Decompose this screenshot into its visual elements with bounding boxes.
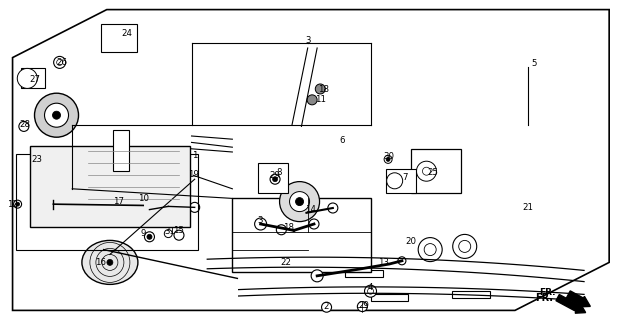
Circle shape bbox=[273, 177, 278, 182]
Text: FR.: FR. bbox=[534, 292, 553, 303]
Text: 18: 18 bbox=[318, 85, 329, 94]
Bar bbox=[345, 270, 383, 277]
Text: 20: 20 bbox=[406, 237, 417, 246]
Text: 23: 23 bbox=[31, 156, 42, 164]
Text: 10: 10 bbox=[138, 194, 149, 203]
Text: 2: 2 bbox=[324, 302, 329, 311]
Text: 16: 16 bbox=[95, 258, 106, 267]
Circle shape bbox=[453, 234, 477, 259]
Circle shape bbox=[147, 234, 152, 239]
FancyArrow shape bbox=[556, 294, 586, 313]
Text: 25: 25 bbox=[428, 168, 439, 177]
Circle shape bbox=[174, 230, 184, 240]
Text: 8: 8 bbox=[277, 168, 282, 177]
Bar bbox=[101, 24, 138, 52]
Circle shape bbox=[423, 167, 430, 175]
Circle shape bbox=[398, 257, 406, 265]
Polygon shape bbox=[13, 10, 609, 310]
Circle shape bbox=[416, 161, 436, 181]
Circle shape bbox=[19, 121, 29, 132]
Text: 13: 13 bbox=[377, 258, 389, 267]
Text: 1: 1 bbox=[192, 151, 197, 160]
Circle shape bbox=[35, 93, 78, 137]
Bar bbox=[386, 169, 416, 193]
Text: 29: 29 bbox=[269, 171, 281, 180]
Circle shape bbox=[254, 218, 267, 230]
Bar bbox=[30, 146, 190, 227]
Text: 6: 6 bbox=[340, 136, 345, 145]
Bar bbox=[232, 198, 371, 272]
Circle shape bbox=[418, 237, 442, 262]
FancyArrow shape bbox=[566, 291, 590, 307]
Circle shape bbox=[143, 204, 156, 216]
Circle shape bbox=[144, 232, 154, 242]
Circle shape bbox=[16, 202, 19, 206]
Circle shape bbox=[45, 103, 68, 127]
Circle shape bbox=[276, 225, 286, 235]
Text: 24: 24 bbox=[121, 29, 133, 38]
Text: 19: 19 bbox=[188, 170, 199, 179]
Circle shape bbox=[328, 203, 338, 213]
Text: 4: 4 bbox=[368, 284, 373, 292]
Bar bbox=[371, 294, 408, 301]
Text: 30: 30 bbox=[384, 152, 395, 161]
Circle shape bbox=[458, 240, 471, 252]
Bar bbox=[21, 68, 45, 88]
Text: 29: 29 bbox=[359, 301, 370, 310]
Text: 3: 3 bbox=[305, 36, 310, 45]
Circle shape bbox=[367, 288, 374, 294]
Circle shape bbox=[307, 95, 317, 105]
Circle shape bbox=[364, 285, 377, 297]
Circle shape bbox=[315, 84, 325, 94]
Circle shape bbox=[290, 192, 310, 212]
Text: 3: 3 bbox=[258, 216, 263, 225]
Text: 14: 14 bbox=[305, 205, 317, 214]
Text: 17: 17 bbox=[112, 197, 124, 206]
Text: 9: 9 bbox=[141, 229, 146, 238]
Circle shape bbox=[53, 111, 60, 119]
Text: 11: 11 bbox=[315, 95, 326, 104]
Text: 21: 21 bbox=[522, 204, 533, 212]
Circle shape bbox=[57, 60, 63, 65]
Text: 27: 27 bbox=[29, 76, 40, 84]
Bar bbox=[113, 130, 129, 171]
Text: 12: 12 bbox=[7, 200, 18, 209]
Circle shape bbox=[357, 301, 367, 312]
Text: 7: 7 bbox=[403, 173, 408, 182]
Text: 28: 28 bbox=[19, 120, 31, 129]
Bar bbox=[452, 291, 490, 298]
Ellipse shape bbox=[82, 240, 138, 284]
Circle shape bbox=[14, 200, 21, 208]
Circle shape bbox=[386, 157, 390, 161]
Circle shape bbox=[424, 244, 436, 256]
Text: 15: 15 bbox=[173, 226, 185, 235]
Bar bbox=[258, 163, 288, 193]
Circle shape bbox=[107, 260, 113, 265]
Circle shape bbox=[190, 202, 200, 212]
Text: 22: 22 bbox=[280, 258, 291, 267]
Text: 26: 26 bbox=[56, 58, 67, 67]
Circle shape bbox=[322, 302, 332, 312]
Circle shape bbox=[309, 219, 319, 229]
Circle shape bbox=[18, 68, 37, 88]
Circle shape bbox=[279, 181, 320, 221]
Text: 18: 18 bbox=[283, 223, 295, 232]
Circle shape bbox=[387, 173, 403, 189]
Circle shape bbox=[296, 197, 303, 205]
Text: FR.: FR. bbox=[539, 288, 556, 297]
Circle shape bbox=[270, 174, 280, 184]
Bar bbox=[16, 154, 198, 250]
Bar bbox=[411, 149, 462, 193]
Circle shape bbox=[384, 156, 392, 163]
Circle shape bbox=[311, 270, 323, 282]
Text: 31: 31 bbox=[164, 228, 175, 236]
Circle shape bbox=[165, 230, 172, 237]
Circle shape bbox=[53, 56, 66, 68]
Text: 5: 5 bbox=[531, 60, 536, 68]
